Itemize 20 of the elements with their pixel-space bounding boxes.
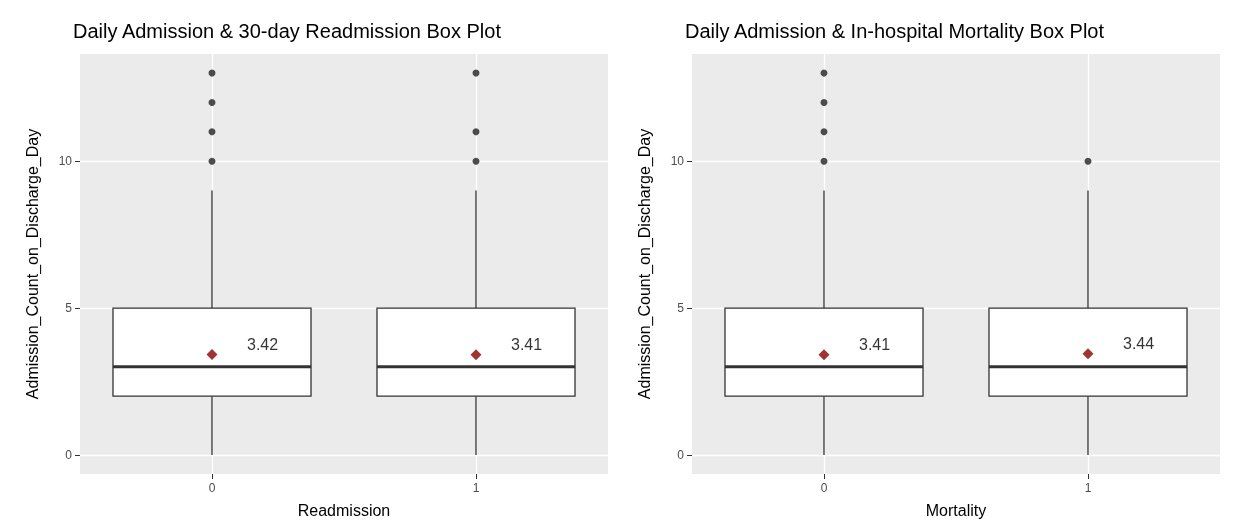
x-axis-title: Readmission xyxy=(297,501,391,519)
annotation: 3.42 xyxy=(247,335,279,353)
y-tick-label: 0 xyxy=(677,447,685,462)
x-tick-label: 1 xyxy=(1084,481,1092,495)
y-tick-label: 10 xyxy=(670,154,685,169)
y-tick-label: 5 xyxy=(65,301,73,316)
x-tick-label: 1 xyxy=(472,481,480,495)
x-tick-label: 0 xyxy=(820,481,828,495)
annotation: 3.41 xyxy=(511,336,543,354)
y-axis-title: Admission_Count_on_Discharge_Day xyxy=(23,128,42,400)
y-tick-label: 0 xyxy=(65,447,73,462)
y-tick-label: 10 xyxy=(58,154,73,169)
chart-title: Daily Admission & 30-day Readmission Box Plot xyxy=(73,20,502,42)
y-tick-label: 5 xyxy=(677,301,685,316)
x-axis-title: Mortality xyxy=(925,501,987,519)
y-axis-title: Admission_Count_on_Discharge_Day xyxy=(635,128,654,400)
annotation: 3.41 xyxy=(859,336,891,354)
chart-title: Daily Admission & In-hospital Mortality Box Plot xyxy=(685,20,1105,42)
x-tick-label: 0 xyxy=(208,481,216,495)
annotation: 3.44 xyxy=(1123,335,1155,353)
